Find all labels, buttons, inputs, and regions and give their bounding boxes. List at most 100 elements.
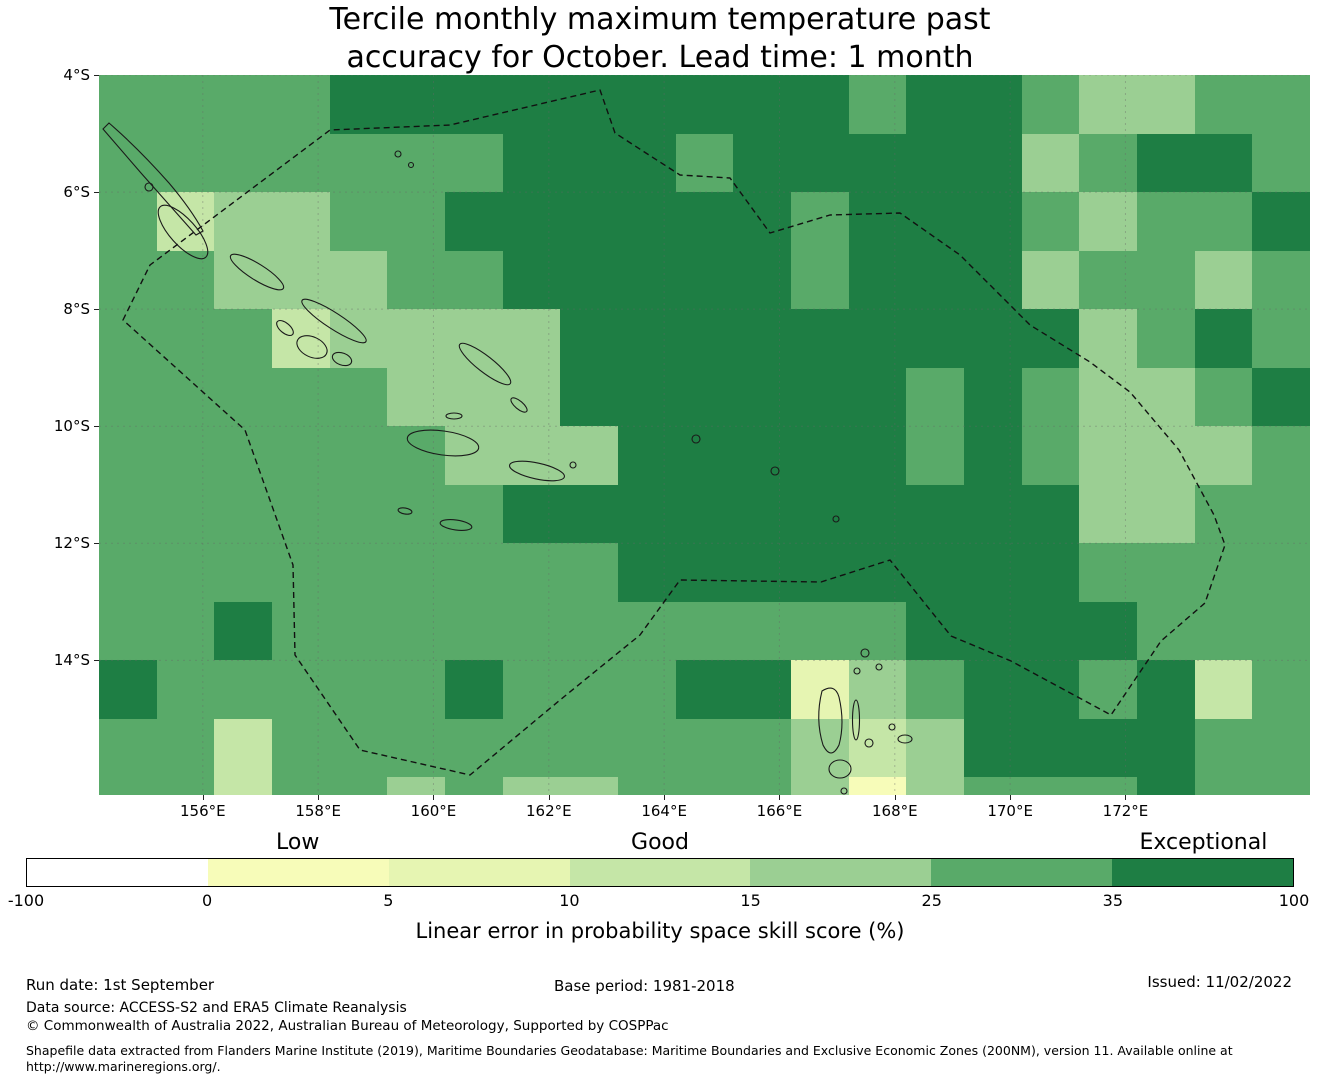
heatmap-cell: [675, 718, 735, 779]
heatmap-cell: [99, 192, 158, 252]
heatmap-cell: [560, 367, 619, 427]
heatmap-cell: [675, 777, 735, 795]
data-source-text: Data source: ACCESS-S2 and ERA5 Climate …: [26, 1000, 407, 1016]
heatmap-cell: [387, 718, 446, 779]
heatmap-cell: [272, 192, 331, 252]
heatmap-cell: [502, 426, 562, 486]
heatmap-cell: [618, 660, 677, 720]
heatmap-cell: [733, 309, 792, 369]
heatmap-cell: [906, 309, 965, 369]
heatmap-cell: [733, 777, 792, 795]
colorbar-qualitative-label-exceptional: Exceptional: [1139, 830, 1268, 855]
heatmap-cell: [1194, 309, 1254, 369]
heatmap-cell: [329, 777, 389, 795]
heatmap-cell: [560, 75, 619, 135]
heatmap-cell: [1252, 133, 1310, 193]
x-axis-tick-label: 166°E: [756, 802, 803, 820]
heatmap-cell: [1194, 75, 1254, 135]
colorbar-segment: [207, 859, 389, 886]
heatmap-cell: [1194, 192, 1254, 252]
heatmap-cell: [387, 133, 446, 193]
heatmap-cell: [1079, 250, 1138, 310]
heatmap-cell: [848, 601, 908, 662]
heatmap-cell: [1252, 309, 1310, 369]
heatmap-cell: [733, 75, 792, 135]
heatmap-cell: [1137, 367, 1196, 427]
heatmap-cell: [1252, 543, 1310, 603]
heatmap-cell: [560, 660, 619, 720]
heatmap-cell: [272, 75, 331, 135]
heatmap-cell: [445, 133, 504, 193]
heatmap-cell: [1137, 660, 1196, 720]
heatmap-cell: [99, 367, 158, 427]
x-axis-tick-label: 162°E: [525, 802, 572, 820]
heatmap-cell: [848, 718, 908, 779]
heatmap-cell: [1079, 601, 1138, 662]
heatmap-cell: [791, 777, 850, 795]
heatmap-cell: [99, 543, 158, 603]
heatmap-cell: [1194, 718, 1254, 779]
heatmap-cell: [1021, 718, 1081, 779]
heatmap-cell: [675, 75, 735, 135]
heatmap-cell: [848, 777, 908, 795]
heatmap-cell: [848, 309, 908, 369]
heatmap-cell: [906, 777, 965, 795]
heatmap-cell: [272, 543, 331, 603]
heatmap-cell: [214, 543, 273, 603]
x-axis-tick-mark: [318, 795, 320, 800]
heatmap-cell: [906, 426, 965, 486]
copyright-text: © Commonwealth of Australia 2022, Austra…: [26, 1018, 669, 1034]
y-axis-tick-mark: [94, 426, 99, 428]
heatmap-cell: [906, 250, 965, 310]
heatmap-cell: [214, 484, 273, 544]
heatmap-cell: [387, 426, 446, 486]
heatmap-cell: [1137, 543, 1196, 603]
heatmap-cell: [99, 601, 158, 662]
heatmap-cell: [560, 484, 619, 544]
heatmap-cell: [618, 484, 677, 544]
colorbar-segment: [931, 859, 1113, 886]
heatmap-cell: [502, 75, 562, 135]
heatmap-cell: [1137, 309, 1196, 369]
heatmap-cell: [848, 543, 908, 603]
heatmap-cell: [502, 309, 562, 369]
heatmap-cell: [1194, 133, 1254, 193]
malaita-island: [458, 342, 512, 386]
heatmap-cell: [964, 309, 1023, 369]
heatmap-cell: [1021, 601, 1081, 662]
heatmap-cell: [848, 133, 908, 193]
colorbar: [26, 858, 1294, 887]
heatmap-cell: [733, 192, 792, 252]
heatmap-cell: [1079, 426, 1138, 486]
heatmap-cell: [1079, 192, 1138, 252]
colorbar-segment: [750, 859, 932, 886]
heatmap-cell: [156, 133, 216, 193]
x-axis-tick-label: 172°E: [1102, 802, 1149, 820]
makira-island: [509, 460, 565, 482]
heatmap-cell: [618, 543, 677, 603]
heatmap-cell: [1079, 543, 1138, 603]
guadalcanal-island: [406, 429, 480, 457]
heatmap-cell: [99, 660, 158, 720]
x-axis-tick-label: 160°E: [410, 802, 457, 820]
heatmap-cell: [1137, 133, 1196, 193]
heatmap-cell: [387, 75, 446, 135]
heatmap-cell: [733, 543, 792, 603]
heatmap-cell: [214, 133, 273, 193]
heatmap-cell: [675, 367, 735, 427]
heatmap-cell: [560, 192, 619, 252]
heatmap-cell: [1252, 601, 1310, 662]
heatmap-cell: [214, 777, 273, 795]
santa-isabel-island: [301, 298, 367, 344]
heatmap-cell: [964, 484, 1023, 544]
map-overlay: [99, 75, 1310, 795]
heatmap-cell: [964, 426, 1023, 486]
heatmap-cell: [906, 367, 965, 427]
heatmap-cell: [272, 718, 331, 779]
heatmap-cell: [618, 367, 677, 427]
heatmap-cell: [733, 660, 792, 720]
heatmap-cell: [445, 543, 504, 603]
heatmap-cell: [618, 309, 677, 369]
heatmap-cell: [964, 367, 1023, 427]
heatmap-cell: [733, 426, 792, 486]
